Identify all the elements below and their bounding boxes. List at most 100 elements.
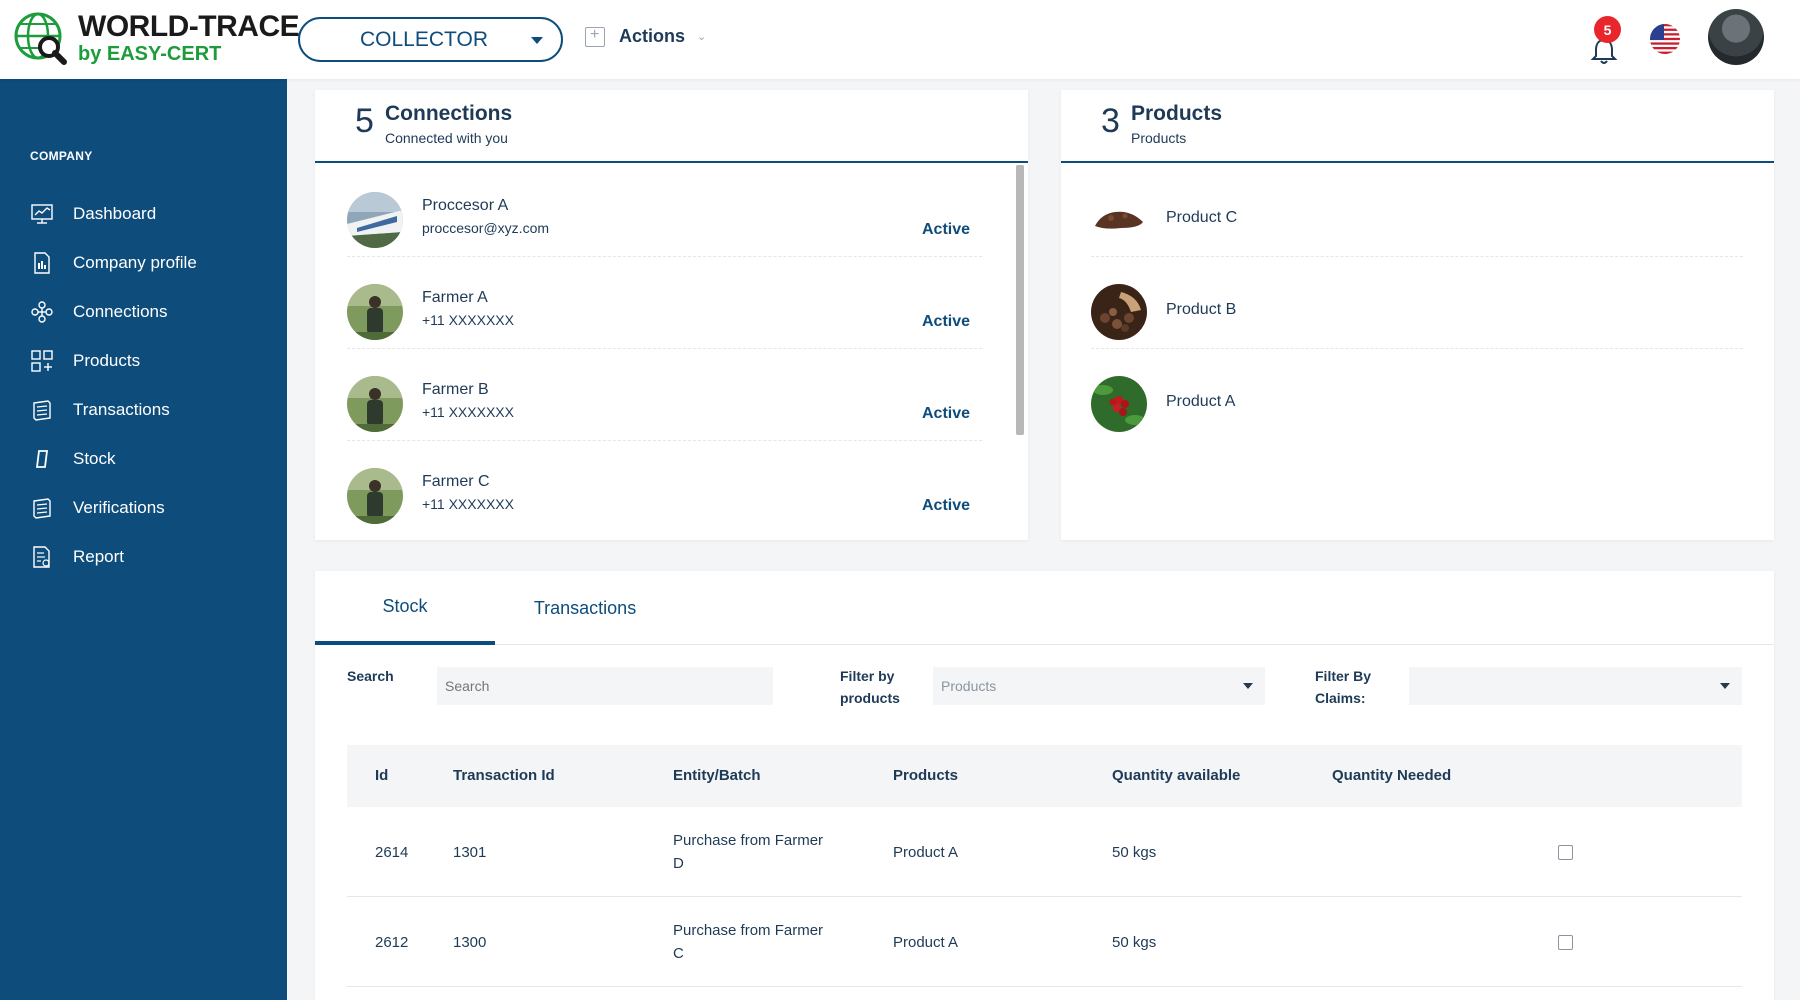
grid-icon [31,349,53,372]
role-select-value: COLLECTOR [360,27,488,51]
chevron-down-icon: ⌄ [697,31,707,43]
brand-logo[interactable]: WORLD-TRACE by EASY-CERT [12,10,300,66]
list-item[interactable]: Farmer B +11 XXXXXXX Active [347,349,982,441]
products-title: Products [1131,102,1223,125]
sidebar: COMPANY Dashboard Company profile Connec… [0,79,287,1000]
notification-badge: 5 [1594,16,1621,43]
filter-claims-label: Filter By Claims: [1315,665,1371,709]
sidebar-item-transactions[interactable]: Transactions [30,385,197,434]
connection-contact: proccesor@xyz.com [422,220,550,236]
connection-name: Farmer A [422,289,488,306]
product-name: Product A [1166,393,1236,410]
table-row[interactable]: 2612 1300 Purchase from Farmer C Product… [347,897,1742,987]
status-badge: Active [922,313,971,330]
connection-contact: +11 XXXXXXX [422,312,514,328]
sidebar-item-label: Connections [73,301,168,321]
filter-claims-label-line: Claims: [1315,690,1366,706]
list-item[interactable]: Product B [1091,257,1743,349]
list-item[interactable]: Product A [1091,349,1743,441]
table-row[interactable]: 2614 1301 Purchase from Farmer D Product… [347,807,1742,897]
products-card-header: 3 Products Products [1061,90,1774,163]
add-box-icon [585,26,605,47]
us-flag-icon[interactable] [1650,24,1680,54]
document-icon [34,251,50,274]
cell-id: 2612 [375,934,409,951]
connection-avatar [347,468,403,524]
tab-stock[interactable]: Stock [315,571,495,645]
column-header-id[interactable]: Id [375,767,389,784]
connection-name: Farmer B [422,381,489,398]
caret-down-icon [531,37,543,44]
row-checkbox[interactable] [1558,935,1573,950]
cell-quantity-available: 50 kgs [1112,934,1157,951]
product-image [1091,192,1147,248]
sidebar-item-products[interactable]: Products [30,336,197,385]
caret-down-icon [1720,683,1730,689]
sidebar-item-company-profile[interactable]: Company profile [30,238,197,287]
filter-products-label-line: Filter by [840,668,895,684]
product-image [1091,284,1147,340]
status-badge: Active [922,405,971,422]
stack-icon [33,399,51,421]
stack-icon [33,497,51,519]
cell-entity-line: C [673,945,684,962]
sidebar-item-dashboard[interactable]: Dashboard [30,189,197,238]
cell-product: Product A [893,934,959,951]
search-label: Search [347,668,394,684]
column-header-quantity-needed[interactable]: Quantity Needed [1332,767,1452,784]
connection-contact: +11 XXXXXXX [422,496,514,512]
connection-avatar [347,192,403,248]
cell-transaction-id: 1301 [453,844,487,861]
sidebar-heading: COMPANY [30,149,93,163]
list-item[interactable]: Proccesor A proccesor@xyz.com Active [347,165,982,257]
stock-icon [35,449,49,468]
list-item[interactable]: Farmer C +11 XXXXXXX Active [347,441,982,533]
connections-card: 5 Connections Connected with you Procces… [315,90,1028,540]
column-header-entity-batch[interactable]: Entity/Batch [673,767,761,784]
actions-menu[interactable]: Actions ⌄ [585,26,706,47]
column-header-transaction-id[interactable]: Transaction Id [453,767,555,784]
connection-name: Proccesor A [422,197,509,214]
sidebar-item-label: Verifications [73,497,165,517]
sidebar-item-stock[interactable]: Stock [30,434,197,483]
sidebar-nav: Dashboard Company profile Connections Pr… [30,189,197,581]
connections-subtitle: Connected with you [385,130,508,146]
column-header-products[interactable]: Products [893,767,959,784]
row-checkbox[interactable] [1558,845,1573,860]
sidebar-item-label: Stock [73,448,116,468]
network-icon [31,300,53,323]
tab-transactions[interactable]: Transactions [533,597,637,618]
status-badge: Active [922,497,971,514]
stock-panel: Stock Transactions Search Filter by prod… [315,571,1774,1000]
sidebar-item-label: Report [73,546,125,566]
list-item[interactable]: Farmer A +11 XXXXXXX Active [347,257,982,349]
products-count: 3 [1101,102,1120,140]
cell-entity-batch: Purchase from Farmer D [673,829,823,875]
product-name: Product C [1166,209,1238,226]
brand-subtitle: by EASY-CERT [78,43,222,65]
connection-name: Farmer C [422,473,490,490]
user-avatar[interactable] [1708,9,1764,65]
products-subtitle: Products [1131,130,1187,146]
column-header-quantity-available[interactable]: Quantity available [1112,767,1241,784]
search-input[interactable] [437,667,773,705]
brand-title: WORLD-TRACE [78,10,300,43]
cell-transaction-id: 1300 [453,934,487,951]
connection-avatar [347,376,403,432]
role-select[interactable]: COLLECTOR [298,17,563,62]
products-list: Product C Product B Product A [1091,165,1743,441]
sidebar-item-connections[interactable]: Connections [30,287,197,336]
tab-bar: Stock Transactions [315,571,1774,645]
filter-products-select[interactable]: Products [933,667,1265,705]
scrollbar-thumb[interactable] [1016,165,1024,435]
sidebar-item-report[interactable]: Report [30,532,197,581]
sidebar-item-verifications[interactable]: Verifications [30,483,197,532]
top-header: WORLD-TRACE by EASY-CERT COLLECTOR Actio… [0,0,1800,79]
connection-avatar [347,284,403,340]
filter-claims-select[interactable] [1409,667,1742,705]
cell-entity-line: Purchase from Farmer [673,832,824,849]
stock-table: Id Transaction Id Entity/Batch Products … [347,745,1742,987]
connections-title: Connections [385,102,513,125]
list-item[interactable]: Product C [1091,165,1743,257]
connections-count: 5 [355,102,374,140]
